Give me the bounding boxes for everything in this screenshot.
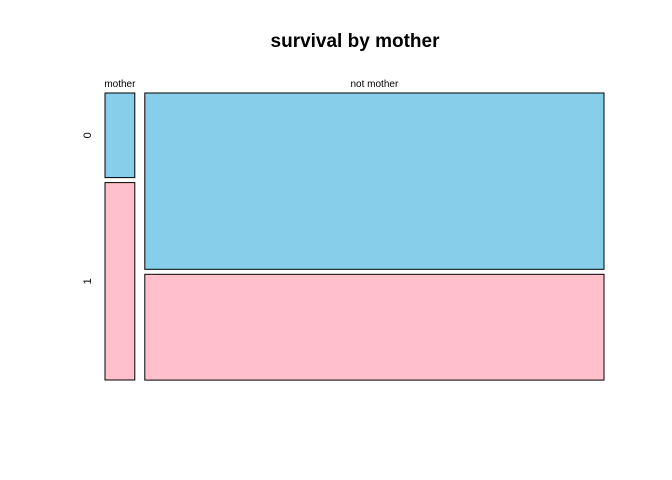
chart-title: survival by mother xyxy=(271,31,441,52)
tile-not-mother-1 xyxy=(144,273,605,381)
row-label-1: 1 xyxy=(82,278,94,284)
tile-mother-0 xyxy=(104,92,136,179)
column-label-not-mother: not mother xyxy=(350,79,398,90)
tile-not-mother-0 xyxy=(144,92,605,270)
column-labels: mother not mother xyxy=(104,79,399,90)
row-label-0: 0 xyxy=(82,132,94,138)
column-label-mother: mother xyxy=(104,79,136,90)
row-labels: 01 xyxy=(82,132,94,284)
tile-mother-1 xyxy=(104,182,136,381)
mosaic-tiles xyxy=(104,92,605,381)
